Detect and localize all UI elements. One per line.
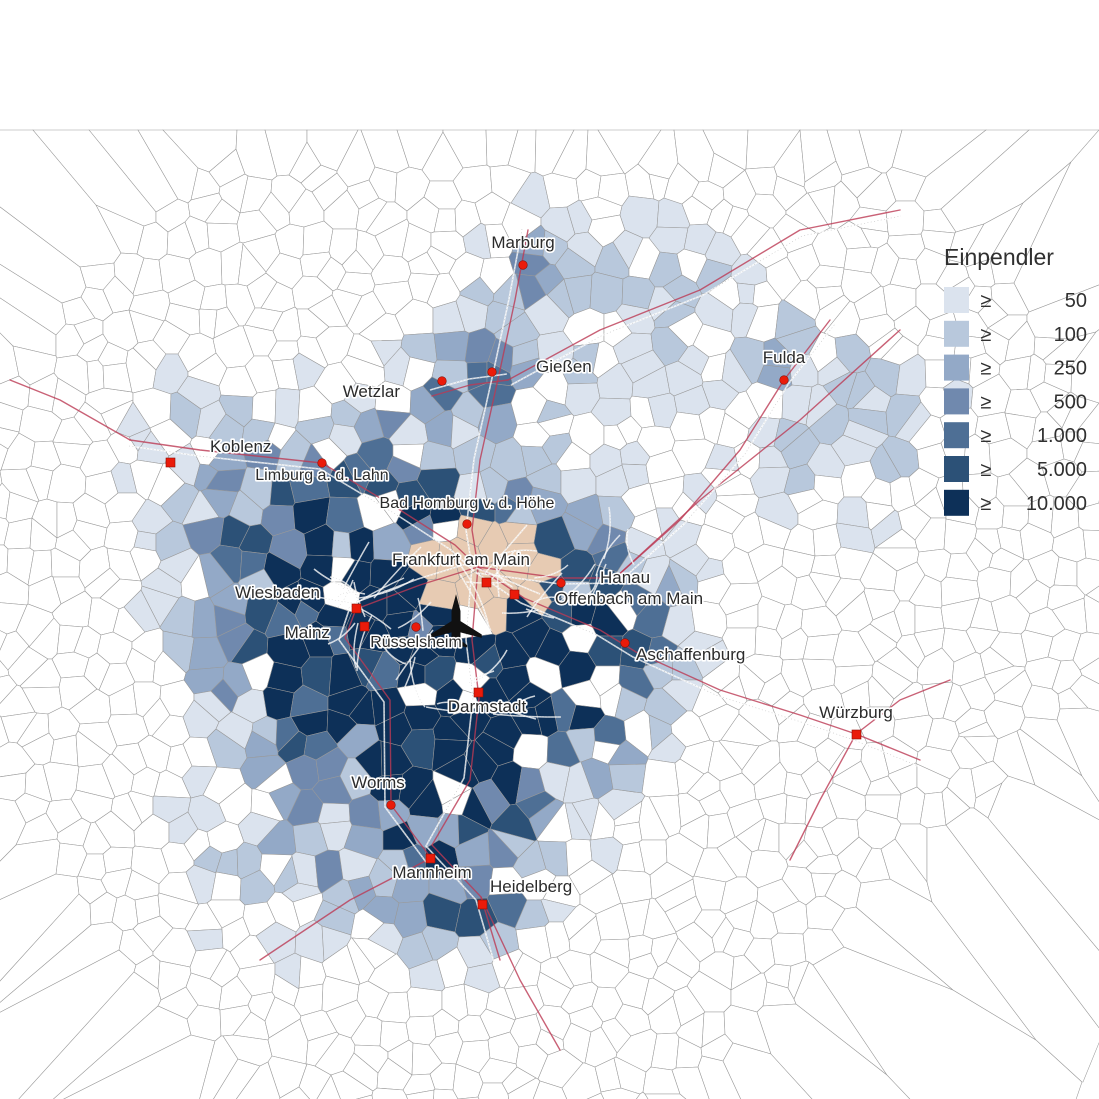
svg-text:250: 250: [1054, 358, 1087, 380]
svg-text:Wetzlar: Wetzlar: [343, 382, 401, 401]
svg-text:Einpendler: Einpendler: [944, 244, 1054, 270]
svg-text:Wiesbaden: Wiesbaden: [235, 583, 320, 602]
svg-text:Fulda: Fulda: [763, 348, 806, 367]
svg-text:Mainz: Mainz: [285, 623, 330, 642]
svg-text:Offenbach am Main: Offenbach am Main: [555, 589, 703, 608]
svg-text:1.000: 1.000: [1037, 425, 1087, 447]
svg-text:Aschaffenburg: Aschaffenburg: [636, 645, 745, 664]
svg-text:Heidelberg: Heidelberg: [490, 877, 572, 896]
svg-text:Frankfurt am Main: Frankfurt am Main: [392, 550, 530, 569]
svg-text:≥: ≥: [981, 459, 992, 481]
svg-text:≥: ≥: [981, 425, 992, 447]
svg-text:5.000: 5.000: [1037, 459, 1087, 481]
svg-text:≥: ≥: [981, 493, 992, 515]
svg-text:≥: ≥: [981, 290, 992, 312]
svg-text:Worms: Worms: [351, 773, 405, 792]
svg-text:500: 500: [1054, 391, 1087, 413]
svg-text:Koblenz: Koblenz: [210, 437, 271, 456]
svg-text:Darmstadt: Darmstadt: [448, 697, 527, 716]
svg-text:50: 50: [1065, 290, 1087, 312]
svg-text:10.000: 10.000: [1026, 493, 1087, 515]
svg-text:Marburg: Marburg: [491, 233, 554, 252]
svg-text:≥: ≥: [981, 358, 992, 380]
svg-text:Bad Homburg v. d. Höhe: Bad Homburg v. d. Höhe: [380, 495, 555, 512]
svg-text:≥: ≥: [981, 324, 992, 346]
svg-text:Rüsselsheim: Rüsselsheim: [370, 634, 462, 651]
svg-text:Würzburg: Würzburg: [819, 703, 893, 722]
svg-text:Limburg a. d. Lahn: Limburg a. d. Lahn: [255, 467, 388, 484]
svg-text:Mannheim: Mannheim: [392, 863, 471, 882]
svg-text:Hanau: Hanau: [600, 568, 650, 587]
svg-text:Gießen: Gießen: [536, 357, 592, 376]
svg-text:≥: ≥: [981, 391, 992, 413]
svg-text:100: 100: [1054, 324, 1087, 346]
